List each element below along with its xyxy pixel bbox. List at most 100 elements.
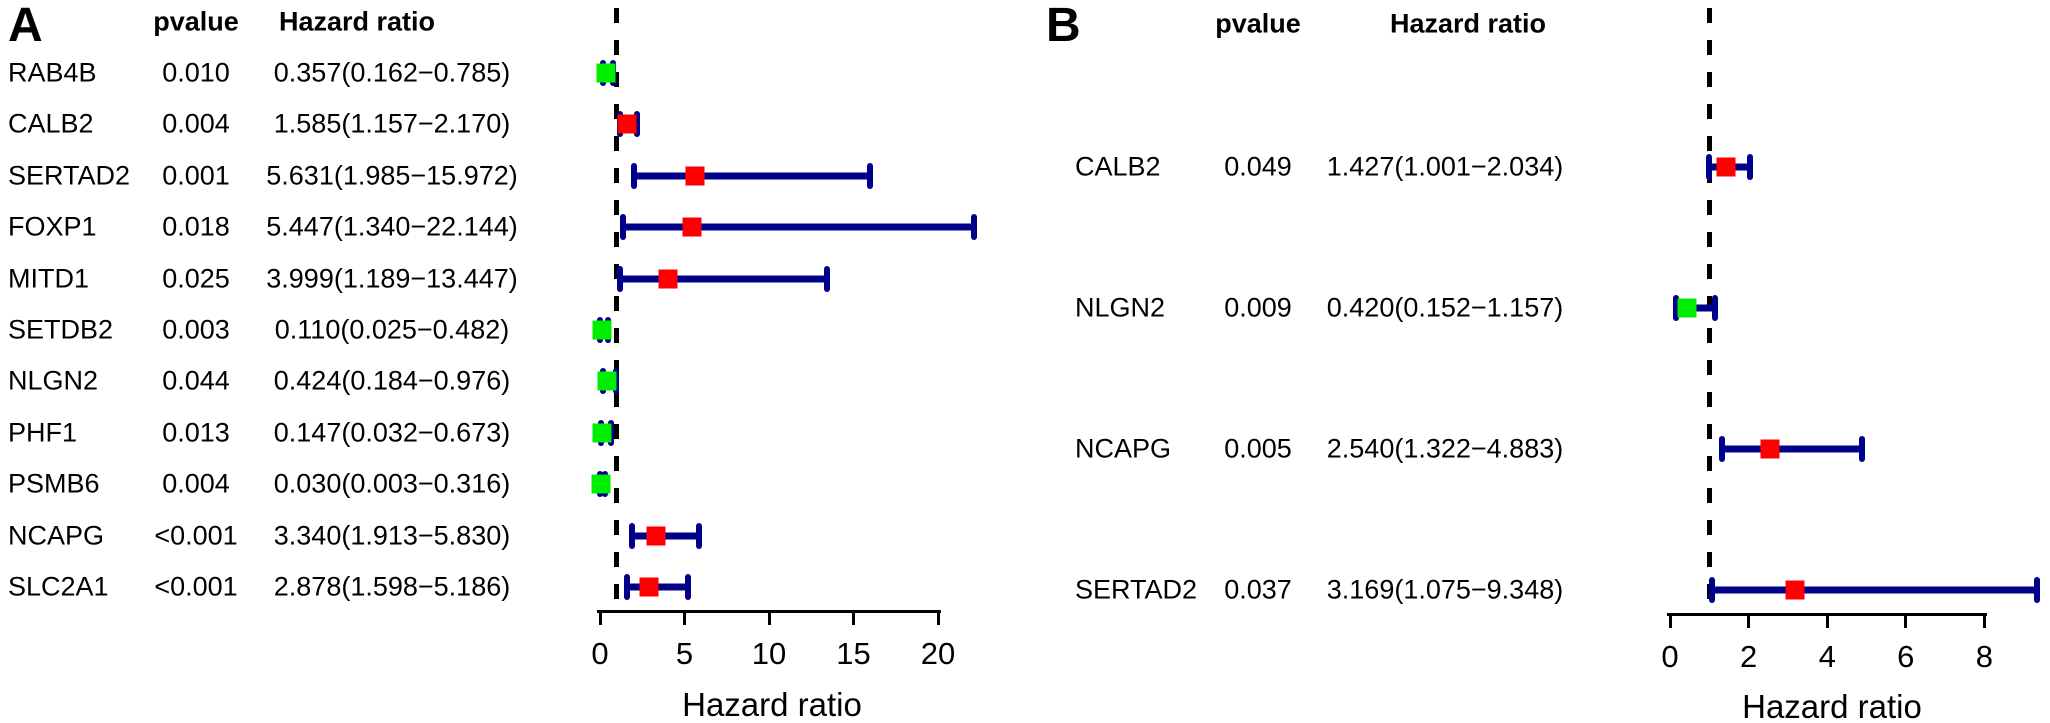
ci-cap-low — [624, 574, 630, 600]
axis-tick-label: 0 — [591, 636, 609, 671]
hazard-ratio-value: 0.147(0.032−0.673) — [273, 417, 511, 448]
gene-label: NCAPG — [1075, 433, 1172, 464]
gene-label: PSMB6 — [8, 468, 100, 499]
hazard-ratio-value: 0.357(0.162−0.785) — [273, 57, 511, 88]
gene-label: RAB4B — [8, 57, 97, 88]
panel-b-label: B — [1046, 0, 1081, 52]
ci-cap-high — [971, 214, 978, 241]
ci-cap-high — [633, 111, 640, 138]
ci-cap-low — [619, 214, 626, 241]
hr-marker — [596, 63, 616, 83]
axis-tick — [1747, 613, 1751, 628]
hr-marker — [592, 320, 612, 340]
axis-tick-label: 4 — [1818, 639, 1836, 674]
pvalue-value: 0.025 — [162, 263, 230, 294]
pvalue-value: 0.049 — [1224, 151, 1292, 182]
hr-marker — [591, 474, 610, 494]
hazard-ratio-value: 3.169(1.075−9.348) — [1326, 574, 1564, 605]
ci-cap-low — [1718, 436, 1725, 462]
axis-tick — [936, 610, 940, 625]
ci-whisker — [620, 275, 828, 283]
hazard-ratio-value: 3.340(1.913−5.830) — [273, 520, 511, 551]
axis-tick — [598, 610, 602, 625]
hr-marker — [597, 371, 617, 391]
pvalue-value: 0.044 — [162, 365, 230, 396]
hr-marker — [1677, 298, 1696, 318]
gene-label: CALB2 — [8, 108, 94, 139]
panel-b-axis-title: Hazard ratio — [1742, 688, 1922, 723]
axis-tick-label: 0 — [1661, 639, 1679, 674]
pvalue-value: 0.004 — [162, 108, 230, 139]
hr-marker — [646, 526, 666, 546]
panel-b-hazard-ratio-header: Hazard ratio — [1389, 8, 1547, 39]
hazard-ratio-value: 3.999(1.189−13.447) — [266, 263, 518, 294]
ci-cap-low — [1672, 295, 1679, 321]
axis-tick-label: 8 — [1975, 639, 1994, 674]
hr-marker — [1716, 157, 1736, 177]
reference-line-hr1 — [614, 8, 620, 610]
gene-label: SLC2A1 — [8, 571, 109, 602]
axis-tick-label: 5 — [675, 636, 694, 671]
axis-tick — [852, 610, 855, 625]
gene-label: CALB2 — [1075, 151, 1161, 182]
axis-tick — [1825, 613, 1829, 628]
hazard-ratio-value: 1.427(1.001−2.034) — [1326, 151, 1564, 182]
ci-whisker — [1712, 586, 2038, 594]
ci-whisker — [633, 172, 870, 180]
hazard-ratio-value: 0.030(0.003−0.316) — [273, 468, 511, 499]
hr-marker — [658, 269, 678, 289]
axis-tick — [1904, 613, 1908, 628]
hazard-ratio-value: 5.631(1.985−15.972) — [266, 160, 518, 191]
hr-marker — [592, 423, 612, 443]
ci-cap-high — [1746, 154, 1753, 180]
pvalue-value: 0.005 — [1224, 433, 1292, 464]
panel-a-label: A — [8, 0, 43, 52]
ci-cap-high — [695, 522, 702, 549]
hazard-ratio-value: 2.540(1.322−4.883) — [1326, 433, 1564, 464]
hr-marker — [682, 217, 702, 237]
panel-a-pvalue-header: pvalue — [153, 6, 239, 37]
ci-whisker — [622, 223, 975, 231]
ci-cap-high — [824, 265, 831, 292]
ci-cap-low — [1706, 154, 1713, 180]
hazard-ratio-value: 0.420(0.152−1.157) — [1326, 292, 1564, 323]
hazard-ratio-value: 1.585(1.157−2.170) — [273, 108, 511, 139]
pvalue-value: 0.013 — [162, 417, 230, 448]
pvalue-value: 0.009 — [1224, 292, 1292, 323]
ci-cap-low — [630, 162, 637, 189]
gene-label: NCAPG — [8, 520, 105, 551]
pvalue-value: 0.037 — [1224, 574, 1292, 605]
gene-label: NLGN2 — [1075, 292, 1166, 323]
ci-cap-high — [1858, 436, 1865, 462]
axis-tick — [1668, 613, 1672, 628]
pvalue-value: 0.018 — [162, 211, 230, 242]
pvalue-value: <0.001 — [154, 571, 238, 602]
hr-marker — [685, 166, 705, 186]
axis-tick — [1982, 613, 1986, 628]
ci-cap-low — [629, 522, 636, 549]
gene-label: NLGN2 — [8, 365, 99, 396]
ci-cap-high — [2034, 577, 2041, 603]
axis-tick-label: 2 — [1739, 639, 1758, 674]
hr-marker — [639, 577, 659, 597]
pvalue-value: 0.010 — [162, 57, 230, 88]
axis-tick-label: 20 — [920, 636, 956, 671]
axis-tick — [683, 610, 686, 625]
hazard-ratio-value: 5.447(1.340−22.144) — [266, 211, 518, 242]
panel-a-hazard-ratio-header: Hazard ratio — [278, 6, 436, 37]
hazard-ratio-value: 0.110(0.025−0.482) — [274, 314, 510, 345]
gene-label: SETDB2 — [8, 314, 114, 345]
axis-tick-label: 6 — [1897, 639, 1915, 674]
axis-tick-label: 15 — [836, 636, 871, 671]
pvalue-value: 0.003 — [162, 314, 230, 345]
axis-tick-label: 10 — [751, 636, 787, 671]
hr-marker — [617, 114, 637, 134]
gene-label: MITD1 — [8, 263, 89, 294]
hazard-ratio-value: 2.878(1.598−5.186) — [273, 571, 511, 602]
pvalue-value: 0.004 — [162, 468, 230, 499]
panel-a-axis-title: Hazard ratio — [682, 686, 862, 723]
panel-b-pvalue-header: pvalue — [1215, 8, 1301, 39]
ci-cap-low — [1709, 577, 1716, 603]
ci-cap-high — [1712, 295, 1719, 321]
pvalue-value: <0.001 — [154, 520, 238, 551]
